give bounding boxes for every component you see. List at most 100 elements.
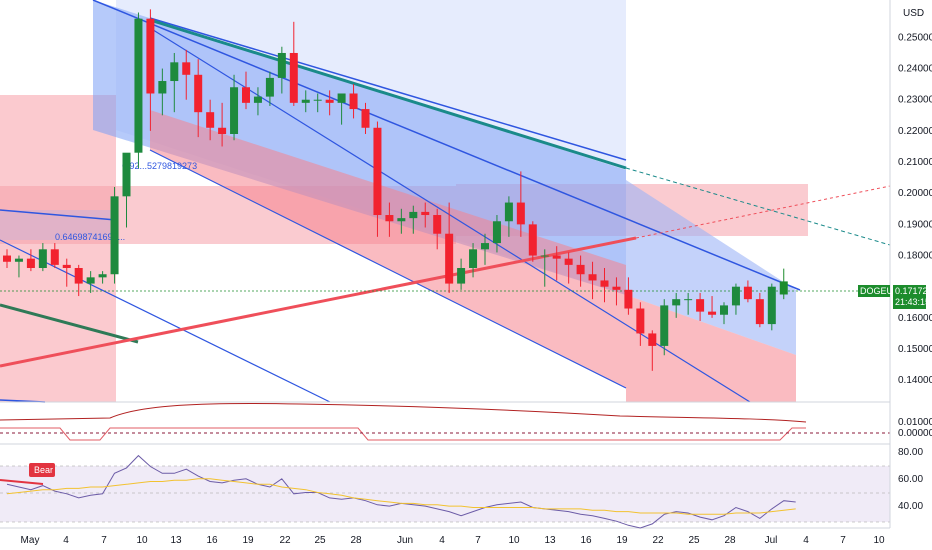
- candle: [409, 205, 418, 234]
- candle: [74, 264, 83, 297]
- svg-text:0.17172: 0.17172: [895, 286, 928, 296]
- time-tick-label: 22: [279, 535, 291, 546]
- time-tick-label: 16: [206, 535, 218, 546]
- price-tick-label: 0.24000: [898, 64, 932, 75]
- drawing-layer: 0.92...5279819273 0.64698741699...: [0, 0, 891, 403]
- channel-blue-fill: [93, 0, 626, 295]
- time-tick-label: 7: [475, 535, 481, 546]
- channel-lower-line: [149, 149, 627, 389]
- time-tick-label: 16: [580, 535, 592, 546]
- candle: [194, 59, 203, 138]
- time-tick-label: 4: [63, 535, 69, 546]
- svg-text:Bear: Bear: [34, 465, 53, 475]
- rsi-tick-label: 40.00: [898, 501, 923, 512]
- indicator-tick-label: 0.01000: [898, 417, 932, 428]
- price-tick-label: 0.14000: [898, 375, 932, 386]
- time-tick-label: 19: [242, 535, 254, 546]
- candle: [325, 90, 334, 116]
- candle: [648, 330, 657, 371]
- candle: [445, 202, 454, 293]
- currency-label: USD: [903, 8, 924, 19]
- time-tick-label: Jul: [765, 535, 778, 546]
- time-tick-label: 4: [439, 535, 445, 546]
- channel-upper-line: [92, 0, 801, 291]
- time-tick-label: Jun: [397, 535, 413, 546]
- indicator-pane: [0, 402, 890, 441]
- candle: [26, 249, 35, 272]
- candle: [731, 283, 740, 315]
- candle: [289, 21, 298, 106]
- candle: [469, 243, 478, 278]
- candle: [170, 52, 179, 113]
- candle: [3, 249, 11, 268]
- trend-line-teal: [149, 18, 627, 170]
- candle: [98, 271, 107, 284]
- candle: [576, 255, 585, 287]
- candle: [385, 202, 394, 237]
- candle: [552, 246, 561, 281]
- price-tick-label: 0.25000: [898, 32, 932, 43]
- time-tick-label: 28: [350, 535, 362, 546]
- price-tick-label: 0.16000: [898, 313, 932, 324]
- candle: [696, 292, 705, 321]
- bear-div-line: [0, 479, 44, 485]
- channel-red-fill: [150, 110, 626, 388]
- time-tick-label: May: [21, 535, 40, 546]
- time-axis[interactable]: May 4 7 10 13 16 19 22 25 28 Jun 4 7 10 13 16 19 22 25 28 Ju…: [21, 535, 885, 546]
- time-tick-label: 10: [508, 535, 520, 546]
- svg-text:21:43:15: 21:43:15: [895, 297, 930, 307]
- time-tick-label: 7: [840, 535, 846, 546]
- candle: [767, 283, 776, 331]
- candle: [122, 152, 131, 228]
- candle: [337, 93, 346, 125]
- candle: [743, 280, 752, 303]
- price-tick-label: 0.18000: [898, 251, 932, 262]
- time-tick-label: 25: [314, 535, 326, 546]
- left-channel-top: [0, 209, 117, 221]
- candle: [457, 258, 466, 290]
- candle: [110, 186, 119, 284]
- candle: [433, 208, 442, 250]
- trend-line-red-ext: [635, 185, 891, 239]
- candle: [624, 277, 633, 315]
- candle: [564, 252, 573, 284]
- price-tick-label: 0.21000: [898, 157, 932, 168]
- time-tick-label: 13: [544, 535, 556, 546]
- time-tick-label: 10: [136, 535, 148, 546]
- candles-layer: [3, 9, 788, 371]
- candle: [504, 196, 513, 237]
- indicator-tick-label: 0.00000: [898, 428, 932, 439]
- channel-blue-fill-2: [116, 0, 626, 295]
- trend-line-red: [0, 236, 637, 368]
- channel-red-fill-right: [626, 295, 796, 402]
- candle: [277, 46, 286, 94]
- candle: [588, 261, 597, 300]
- candle: [158, 68, 167, 116]
- time-tick-label: 28: [724, 535, 736, 546]
- rsi-tick-label: 60.00: [898, 474, 923, 485]
- candle: [755, 292, 764, 328]
- candle: [684, 292, 693, 315]
- candle: [38, 243, 47, 272]
- price-tick-label: 0.23000: [898, 95, 932, 106]
- candle: [313, 93, 322, 113]
- time-tick-label: 10: [873, 535, 885, 546]
- rsi-tick-label: 80.00: [898, 447, 923, 458]
- candle: [600, 268, 609, 303]
- indicator-line-bottom: [0, 427, 806, 441]
- candle: [720, 302, 728, 325]
- time-tick-label: 19: [616, 535, 628, 546]
- candle: [421, 202, 430, 228]
- candle: [672, 292, 681, 318]
- candle: [62, 258, 71, 287]
- svg-text:DOGEUSD: DOGEUSD: [860, 286, 906, 296]
- candle: [708, 296, 717, 318]
- candle: [182, 49, 191, 100]
- channel-blue-fill-right: [626, 180, 796, 355]
- candle: [134, 12, 143, 169]
- price-axis[interactable]: USD 0.25000 0.24000 0.23000 0.22000 0.21000 0…: [889, 0, 932, 528]
- time-tick-label: 22: [652, 535, 664, 546]
- candle: [349, 84, 358, 119]
- candle: [636, 302, 645, 346]
